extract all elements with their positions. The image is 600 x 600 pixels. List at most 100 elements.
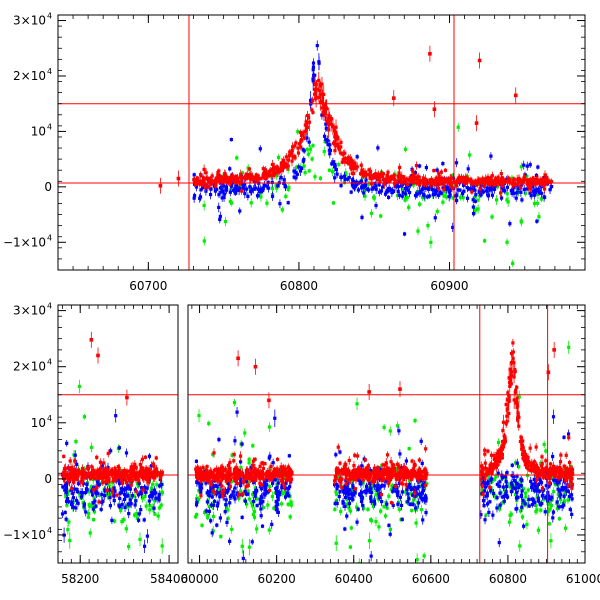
data-point bbox=[562, 499, 566, 503]
data-point bbox=[538, 502, 542, 506]
data-point bbox=[91, 507, 95, 511]
data-point bbox=[307, 115, 311, 119]
data-point bbox=[515, 178, 519, 182]
data-point bbox=[73, 453, 77, 457]
data-point bbox=[365, 488, 369, 492]
data-point bbox=[500, 476, 505, 480]
data-point bbox=[361, 506, 366, 510]
data-point bbox=[258, 485, 262, 489]
data-point bbox=[534, 188, 538, 193]
data-point bbox=[262, 484, 266, 488]
data-point bbox=[209, 485, 213, 489]
data-point bbox=[210, 174, 214, 178]
data-point bbox=[499, 171, 503, 176]
data-point bbox=[252, 515, 257, 519]
data-point bbox=[199, 490, 203, 494]
data-point bbox=[230, 493, 234, 497]
data-point bbox=[240, 171, 245, 175]
data-point bbox=[225, 175, 229, 179]
data-point bbox=[67, 520, 71, 524]
data-point bbox=[155, 483, 159, 487]
data-point bbox=[518, 509, 523, 513]
data-point bbox=[403, 147, 408, 151]
data-point bbox=[542, 187, 547, 191]
data-point bbox=[232, 400, 237, 405]
data-point bbox=[549, 539, 553, 543]
data-point bbox=[507, 177, 511, 181]
series-blue bbox=[192, 40, 554, 237]
data-point bbox=[126, 502, 130, 506]
data-point bbox=[114, 414, 118, 418]
data-point bbox=[543, 510, 547, 514]
data-point bbox=[382, 505, 386, 509]
data-point bbox=[223, 219, 228, 224]
data-point bbox=[459, 175, 464, 179]
data-point bbox=[265, 173, 269, 177]
data-point bbox=[315, 87, 319, 91]
data-point bbox=[442, 187, 446, 192]
data-point bbox=[328, 143, 332, 147]
data-point bbox=[94, 491, 99, 495]
data-point bbox=[109, 449, 113, 453]
data-point bbox=[396, 424, 400, 428]
data-point bbox=[263, 168, 268, 172]
data-point bbox=[451, 176, 455, 180]
data-point bbox=[367, 539, 372, 543]
data-point bbox=[331, 124, 335, 129]
data-point bbox=[543, 173, 547, 177]
data-point bbox=[515, 461, 519, 465]
data-point bbox=[530, 502, 534, 507]
data-point bbox=[482, 503, 486, 508]
data-point bbox=[203, 185, 208, 189]
data-point bbox=[157, 492, 161, 497]
data-point bbox=[395, 467, 399, 472]
data-point bbox=[391, 503, 395, 508]
data-point bbox=[209, 519, 213, 523]
data-point bbox=[479, 193, 483, 197]
data-point bbox=[278, 202, 282, 206]
data-point bbox=[348, 156, 352, 161]
data-point bbox=[318, 176, 323, 180]
data-point bbox=[420, 461, 424, 465]
data-point bbox=[350, 492, 354, 496]
data-point bbox=[483, 481, 488, 485]
data-point bbox=[119, 508, 123, 513]
data-point bbox=[218, 516, 222, 520]
data-point bbox=[296, 151, 301, 155]
data-point bbox=[420, 195, 425, 199]
data-point bbox=[271, 461, 275, 465]
data-point bbox=[466, 178, 470, 182]
data-point bbox=[247, 461, 251, 465]
data-point bbox=[435, 168, 439, 172]
data-point bbox=[351, 185, 355, 189]
data-point bbox=[315, 43, 319, 48]
data-point bbox=[509, 512, 513, 516]
data-point bbox=[294, 176, 298, 180]
data-point bbox=[347, 497, 351, 501]
data-point bbox=[245, 173, 249, 177]
data-point bbox=[528, 191, 532, 195]
data-point bbox=[251, 492, 255, 496]
data-point bbox=[377, 183, 381, 187]
data-point bbox=[494, 475, 498, 479]
data-point bbox=[222, 184, 226, 188]
data-point bbox=[208, 192, 213, 197]
data-point bbox=[345, 497, 349, 501]
data-point bbox=[259, 487, 264, 491]
data-point bbox=[546, 501, 550, 506]
data-point bbox=[83, 490, 87, 495]
data-point bbox=[254, 173, 259, 177]
data-point bbox=[424, 165, 428, 170]
data-point bbox=[334, 541, 338, 545]
data-point bbox=[92, 510, 97, 514]
data-point bbox=[289, 503, 293, 507]
data-point bbox=[76, 482, 81, 486]
data-point bbox=[539, 191, 543, 195]
data-point bbox=[311, 110, 315, 114]
data-point bbox=[359, 480, 363, 484]
data-point bbox=[153, 512, 157, 516]
data-point bbox=[361, 174, 365, 178]
data-point bbox=[281, 165, 286, 170]
data-point bbox=[229, 178, 233, 182]
data-point bbox=[258, 187, 262, 191]
